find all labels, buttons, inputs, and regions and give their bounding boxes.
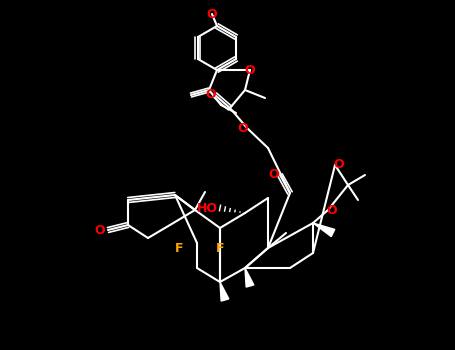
Text: O: O bbox=[269, 168, 279, 182]
Text: F: F bbox=[216, 241, 224, 254]
Text: F: F bbox=[175, 241, 183, 254]
Text: O: O bbox=[327, 203, 337, 217]
Text: O: O bbox=[206, 89, 216, 101]
Text: O: O bbox=[207, 7, 217, 21]
Text: HO: HO bbox=[197, 202, 218, 215]
Text: O: O bbox=[95, 224, 105, 237]
Polygon shape bbox=[245, 268, 254, 287]
Polygon shape bbox=[313, 223, 335, 237]
Polygon shape bbox=[220, 282, 229, 301]
Text: O: O bbox=[245, 63, 255, 77]
Text: O: O bbox=[238, 121, 248, 134]
Text: O: O bbox=[334, 159, 344, 172]
